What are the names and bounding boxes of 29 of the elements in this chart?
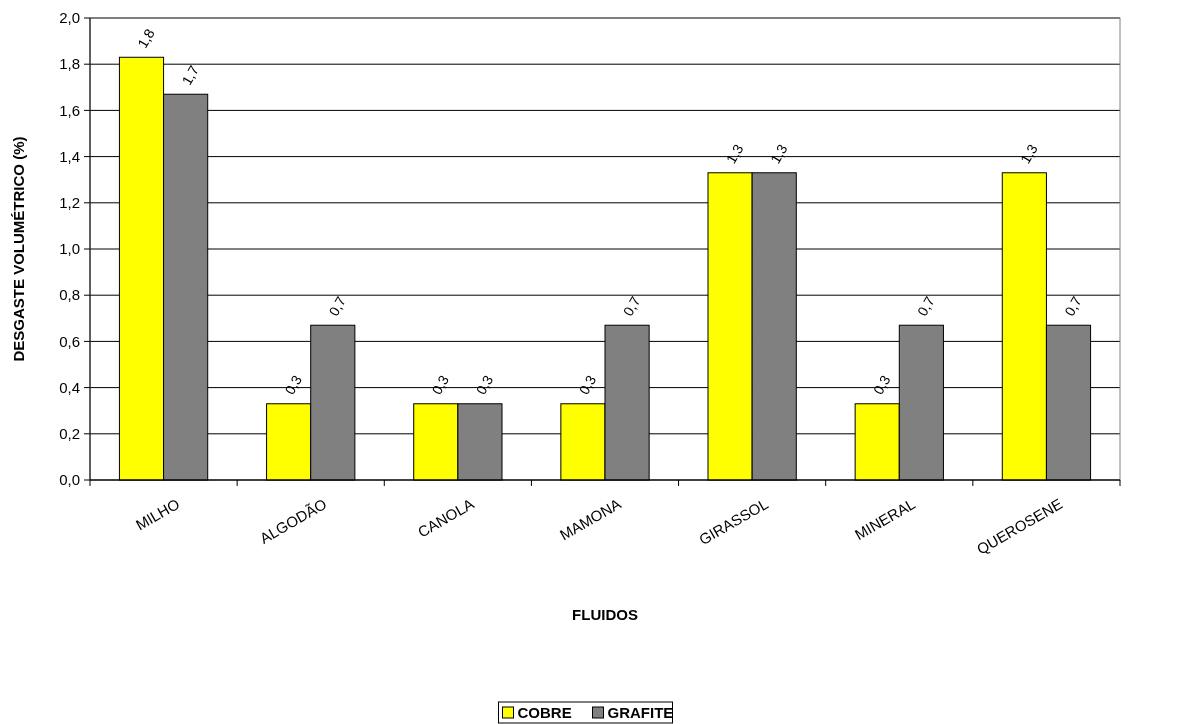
y-tick-label: 1,8	[59, 55, 80, 73]
y-tick-label: 0,0	[59, 471, 80, 489]
data-label: 0,3	[575, 372, 600, 398]
y-tick-label: 0,2	[59, 425, 80, 443]
legend-label: GRAFITE	[607, 704, 674, 722]
data-label: 0,3	[428, 372, 453, 398]
data-label: 1,3	[722, 141, 747, 167]
data-label: 1,3	[1017, 141, 1041, 167]
y-tick-label: 0,6	[59, 332, 80, 350]
data-label: 1,8	[134, 25, 158, 51]
data-label: 0,7	[619, 293, 644, 319]
y-tick-label: 2,0	[59, 9, 80, 27]
data-label: 0,3	[869, 372, 894, 398]
data-label: 1,3	[766, 141, 791, 167]
y-tick-label: 1,6	[59, 101, 80, 119]
x-axis-title: FLUIDOS	[572, 606, 638, 623]
y-tick-label: 0,4	[59, 378, 80, 396]
y-tick-label: 1,4	[59, 147, 80, 165]
y-tick-label: 1,2	[59, 194, 80, 212]
data-label: 1,7	[178, 62, 203, 88]
data-label: 0,7	[1061, 293, 1085, 319]
y-tick-label: 0,8	[59, 286, 80, 304]
y-axis-title: DESGASTE VOLUMÉTRICO (%)	[10, 136, 27, 362]
data-label: 0,7	[325, 293, 350, 319]
data-label: 0,7	[914, 293, 938, 319]
y-tick-label: 1,0	[59, 240, 80, 258]
data-label: 0,3	[281, 372, 306, 398]
data-label: 0,3	[472, 372, 497, 398]
legend-label: COBRE	[517, 704, 572, 722]
